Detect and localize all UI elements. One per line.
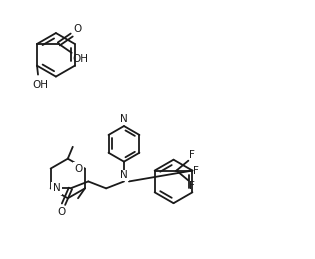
Text: N: N	[120, 114, 128, 124]
Text: N: N	[53, 183, 60, 193]
Text: O: O	[74, 24, 82, 34]
Text: N: N	[120, 170, 128, 181]
Text: F: F	[193, 166, 199, 176]
Text: O: O	[74, 164, 82, 174]
Text: OH: OH	[73, 54, 89, 64]
Text: O: O	[57, 207, 66, 217]
Text: OH: OH	[32, 80, 48, 90]
Text: F: F	[189, 182, 195, 191]
Text: F: F	[189, 150, 195, 160]
